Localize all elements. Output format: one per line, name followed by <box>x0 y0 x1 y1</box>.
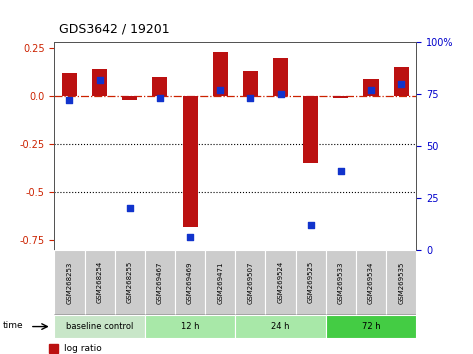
Bar <box>205 250 235 315</box>
Point <box>277 91 284 97</box>
Bar <box>235 315 326 338</box>
Text: GSM269533: GSM269533 <box>338 261 344 304</box>
Bar <box>85 250 114 315</box>
Text: GSM268254: GSM268254 <box>96 261 103 303</box>
Bar <box>122 96 137 100</box>
Bar <box>386 250 416 315</box>
Bar <box>54 250 85 315</box>
Point <box>307 222 315 228</box>
Text: baseline control: baseline control <box>66 322 133 331</box>
Bar <box>326 250 356 315</box>
Bar <box>394 67 409 96</box>
Bar <box>114 250 145 315</box>
Bar <box>62 73 77 96</box>
Text: time: time <box>3 321 23 330</box>
Bar <box>235 250 265 315</box>
Text: GSM269535: GSM269535 <box>398 261 404 303</box>
Bar <box>145 250 175 315</box>
Text: GSM269524: GSM269524 <box>278 261 283 303</box>
Bar <box>243 71 258 96</box>
Bar <box>175 250 205 315</box>
Text: GSM269525: GSM269525 <box>308 261 314 303</box>
Point <box>96 77 104 82</box>
Bar <box>54 315 145 338</box>
Point <box>186 234 194 240</box>
Bar <box>265 250 296 315</box>
Text: 12 h: 12 h <box>181 322 199 331</box>
Text: GSM269534: GSM269534 <box>368 261 374 303</box>
Bar <box>356 250 386 315</box>
Point <box>246 96 254 101</box>
Bar <box>183 96 198 227</box>
Point <box>397 81 405 87</box>
Point <box>367 87 375 93</box>
Point <box>337 168 345 174</box>
Bar <box>333 96 349 98</box>
Text: 72 h: 72 h <box>362 322 380 331</box>
Text: GDS3642 / 19201: GDS3642 / 19201 <box>59 22 170 35</box>
Point <box>217 87 224 93</box>
Bar <box>213 52 228 96</box>
Text: GSM269471: GSM269471 <box>217 261 223 304</box>
Text: GSM269467: GSM269467 <box>157 261 163 304</box>
Point <box>156 96 164 101</box>
Text: GSM268253: GSM268253 <box>67 261 72 303</box>
Bar <box>273 58 288 96</box>
Bar <box>145 315 235 338</box>
Text: GSM269507: GSM269507 <box>247 261 254 304</box>
Point <box>126 205 133 211</box>
Bar <box>296 250 326 315</box>
Bar <box>363 79 378 96</box>
Bar <box>152 77 167 96</box>
Text: GSM268255: GSM268255 <box>127 261 133 303</box>
Bar <box>303 96 318 163</box>
Text: log ratio: log ratio <box>64 344 102 353</box>
Bar <box>49 344 58 353</box>
Point <box>66 98 73 103</box>
Bar <box>92 69 107 96</box>
Text: GSM269469: GSM269469 <box>187 261 193 304</box>
Text: 24 h: 24 h <box>272 322 290 331</box>
Bar <box>326 315 416 338</box>
